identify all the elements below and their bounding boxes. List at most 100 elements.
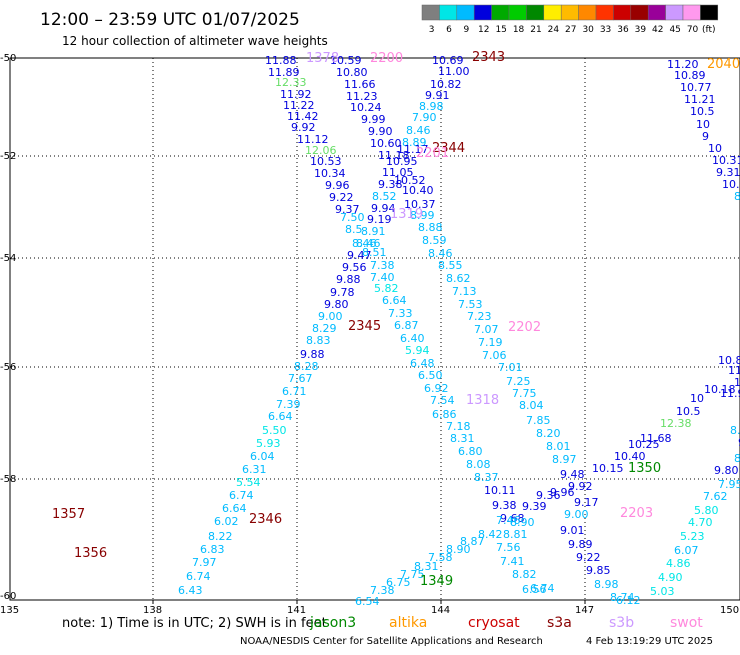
legend-swatch xyxy=(630,4,649,21)
track-id-label: 1356 xyxy=(74,546,107,561)
lat-label: -56 xyxy=(0,362,16,373)
legend-value: 45 xyxy=(669,25,680,35)
wave-height-value: 10.11 xyxy=(484,484,516,497)
legend-value: 9 xyxy=(464,25,470,35)
lon-label: 141 xyxy=(287,605,306,616)
wave-height-value: 10.31 xyxy=(722,178,740,191)
color-legend: 3 6 9 12 15 18 21 24 27 30 33 36 39 42 45 70 xyxy=(421,4,719,35)
timestamp: 4 Feb 13:19:29 UTC 2025 xyxy=(586,636,713,647)
wave-height-value: 9.00 xyxy=(318,310,343,323)
wave-height-value: 6.31 xyxy=(242,463,267,476)
legend-swatch xyxy=(456,4,475,21)
wave-height-value: 8.55 xyxy=(438,259,463,272)
legend-value: 36 xyxy=(617,25,629,35)
wave-height-value: 11.49 xyxy=(734,376,740,389)
wave-height-value: 5.23 xyxy=(680,530,705,543)
legend-swatch xyxy=(473,4,492,21)
wave-height-value: 8.01 xyxy=(546,440,571,453)
wave-height-value: 11.92 xyxy=(280,88,312,101)
track-id-label: 2343 xyxy=(472,50,505,65)
wave-height-value: 7.90 xyxy=(412,111,437,124)
wave-height-value: 11.21 xyxy=(684,93,716,106)
wave-height-value: 5.94 xyxy=(405,344,430,357)
track-id-label: 2345 xyxy=(348,319,381,334)
wave-height-value: 9.22 xyxy=(576,551,601,564)
wave-height-value: 9.94 xyxy=(371,202,396,215)
wave-height-value: 11.00 xyxy=(438,65,470,78)
wave-height-value: 8.04 xyxy=(519,399,544,412)
wave-height-value: 8.98 xyxy=(734,190,740,203)
wave-height-value: 6.74 xyxy=(530,582,555,595)
wave-height-value: 9.48 xyxy=(560,468,585,481)
wave-height-value: 8.46 xyxy=(356,237,381,250)
wave-height-value: 6.12 xyxy=(616,594,641,607)
page-title: 12:00 – 23:59 UTC 01/07/2025 xyxy=(40,10,300,30)
wave-height-value: 10.24 xyxy=(350,101,382,114)
wave-height-value: 8.29 xyxy=(312,322,337,335)
wave-height-value: 10.25 xyxy=(628,438,660,451)
wave-height-value: 9.36 xyxy=(536,489,561,502)
wave-height-value: 10.31 xyxy=(712,154,740,167)
track-id-label: 2346 xyxy=(249,512,282,527)
wave-height-value: 6.75 xyxy=(386,576,411,589)
wave-height-value: 8.89 xyxy=(402,136,427,149)
wave-height-value: 8.31 xyxy=(450,432,475,445)
wave-height-value: 7.54 xyxy=(430,394,455,407)
legend-value: 30 xyxy=(582,25,594,35)
wave-height-value: 6.86 xyxy=(432,408,457,421)
wave-height-value: 5.50 xyxy=(262,424,287,437)
latitude-labels: -50 -52 -54 -56 -58 -60 xyxy=(0,53,16,602)
wave-height-value: 8.62 xyxy=(446,272,471,285)
wave-height-value: 10 xyxy=(690,392,704,405)
wave-height-value: 4.86 xyxy=(666,557,691,570)
wave-height-value: 7.85 xyxy=(526,414,551,427)
wave-height-value: 8.91 xyxy=(361,225,386,238)
wave-height-value: 9.85 xyxy=(586,564,611,577)
wave-height-value: 8.20 xyxy=(536,427,561,440)
wave-height-value: 8.83 xyxy=(306,334,331,347)
wave-height-value: 8.08 xyxy=(466,458,491,471)
wave-height-value: 8.97 xyxy=(552,453,577,466)
wave-height-value: 7.58 xyxy=(428,551,453,564)
legend-swatch xyxy=(421,4,440,21)
legend-value: 42 xyxy=(652,25,663,35)
wave-height-value: 6.74 xyxy=(229,489,254,502)
wave-height-value: 7.46 xyxy=(496,514,521,527)
wave-height-value: 6.64 xyxy=(222,502,247,515)
wave-height-value: 10.60 xyxy=(370,137,402,150)
satellite-name: s3a xyxy=(547,615,572,631)
legend-swatch xyxy=(665,4,684,21)
track-id-label: 1357 xyxy=(52,507,85,522)
wave-height-value: 11.42 xyxy=(287,110,319,123)
wave-height-value: 8.52 xyxy=(372,190,397,203)
page-subtitle: 12 hour collection of altimeter wave hei… xyxy=(62,34,328,48)
wave-height-value: 8.22 xyxy=(208,530,233,543)
wave-height-value: 6.80 xyxy=(458,445,483,458)
wave-height-value: 9.78 xyxy=(330,286,355,299)
wave-height-value: 6.40 xyxy=(400,332,425,345)
wave-height-value: 11.23 xyxy=(346,90,378,103)
wave-height-value: 8.46 xyxy=(352,237,377,250)
wave-height-value: 8.5 xyxy=(345,223,363,236)
wave-height-value: 9.89 xyxy=(568,538,593,551)
wave-height-value: 7.23 xyxy=(467,310,492,323)
wave-height-value: 11.22 xyxy=(283,99,315,112)
legend-value: 33 xyxy=(600,25,611,35)
wave-height-value: 10.15 xyxy=(592,462,624,475)
wave-height-value: 9.19 xyxy=(367,213,392,226)
wave-height-value: 9.00 xyxy=(564,508,589,521)
wave-height-value: 10.37 xyxy=(404,198,436,211)
legend-swatch xyxy=(595,4,614,21)
legend-swatch xyxy=(491,4,510,21)
wave-height-value: 10.89 xyxy=(674,69,706,82)
wave-height-value: 11.17 xyxy=(728,364,740,377)
legend-swatch xyxy=(647,4,666,21)
legend-swatch xyxy=(543,4,562,21)
wave-height-value: 12.06 xyxy=(305,144,337,157)
wave-height-value: 8.59 xyxy=(422,234,447,247)
wave-height-value: 7.38 xyxy=(370,584,395,597)
observation-labels: 11.8811.8912.3311.9211.2211.429.9211.121… xyxy=(178,54,740,608)
wave-height-value: 6.50 xyxy=(418,369,443,382)
